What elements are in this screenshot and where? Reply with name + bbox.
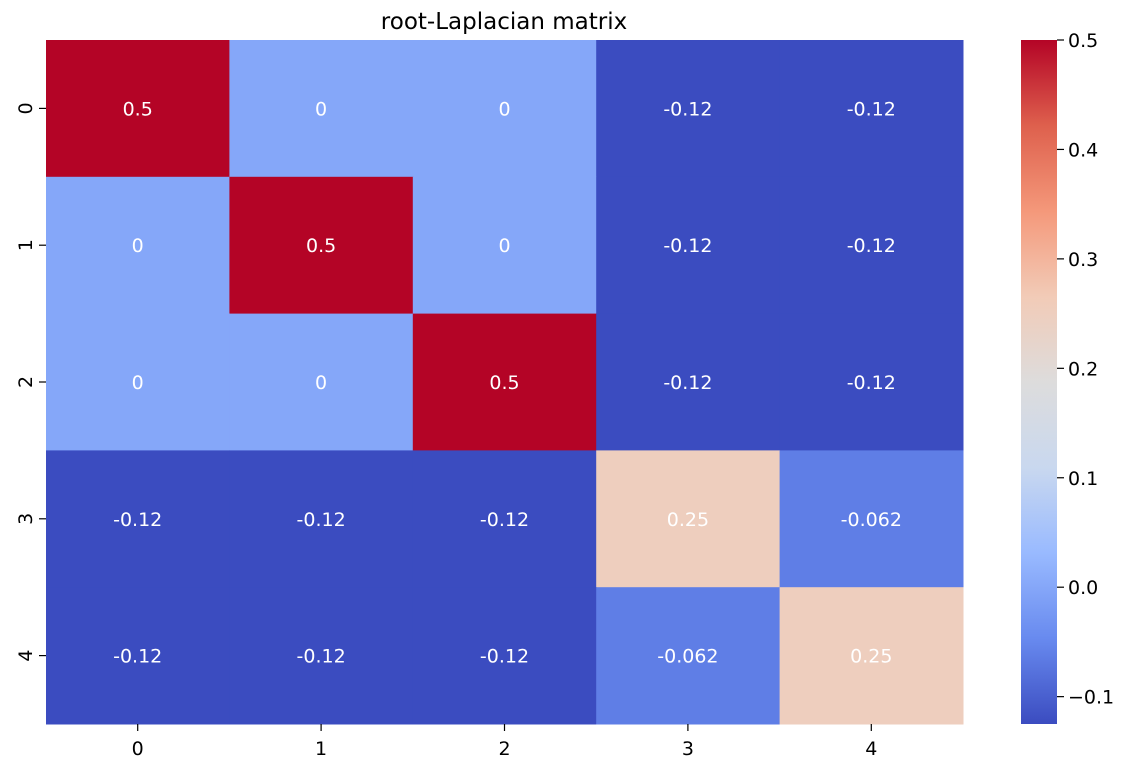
cell-annotation: -0.12 [480,509,529,531]
y-tick-label: 3 [15,513,37,525]
heatmap-cell [229,450,414,588]
heatmap-cell [596,176,781,315]
cell-annotation: -0.12 [663,235,712,257]
colorbar-gradient [1021,40,1057,724]
x-tick-label: 0 [132,738,144,760]
cell-annotation: -0.12 [113,646,162,668]
heatmap-cell [412,313,597,451]
heatmap-cell [412,40,597,178]
heatmap-cell [779,313,964,451]
heatmap-cell [412,450,597,588]
x-axis: 0 1 2 3 4 [132,724,877,760]
cell-annotation: 0.5 [306,235,336,257]
y-tick-label: 1 [15,239,37,251]
heatmap-cell [412,587,597,725]
y-tick-label: 2 [15,376,37,388]
heatmap-cell [229,40,414,178]
cell-annotation: 0 [498,235,510,257]
colorbar-tick-label: 0.0 [1068,577,1098,599]
cell-annotation: 0 [315,372,327,394]
colorbar-tick-label: 0.4 [1068,139,1098,161]
heatmap-cell [229,176,414,315]
heatmap-cell [229,587,414,725]
cell-annotation: 0.25 [667,509,709,531]
cell-annotation: -0.12 [847,98,896,120]
heatmap-cell [596,450,781,588]
x-tick-label: 3 [682,738,694,760]
colorbar-tick-label: 0.3 [1068,249,1098,271]
colorbar-tick-label: 0.5 [1068,30,1098,52]
cell-annotation: -0.12 [663,372,712,394]
cell-annotation: -0.12 [297,646,346,668]
cell-annotation: -0.062 [841,509,902,531]
heatmap-cell [46,587,230,725]
colorbar-tick-label: 0.1 [1068,468,1098,490]
cell-annotation: -0.12 [847,372,896,394]
x-tick-label: 4 [865,738,877,760]
heatmap-cell [779,40,964,178]
heatmap-cell [412,176,597,315]
cell-annotation: 0 [498,98,510,120]
cell-annotation: -0.062 [657,646,718,668]
cell-annotation: -0.12 [297,509,346,531]
cell-annotation: -0.12 [480,646,529,668]
heatmap-cell [779,450,964,588]
heatmap-cell [46,450,230,588]
heatmap-cell [46,176,230,315]
cell-annotation: 0 [315,98,327,120]
y-tick-label: 4 [15,650,37,662]
cell-annotations: 0.5 0 0 -0.12 -0.12 0 0.5 0 -0.12 -0.12 0 0 0.5 -0.12… [113,98,902,667]
heatmap-cell [596,587,781,725]
cell-annotation: 0 [132,372,144,394]
cell-annotation: -0.12 [113,509,162,531]
cell-annotation: -0.12 [847,235,896,257]
heatmap-cell [779,176,964,315]
colorbar-tick-label: 0.2 [1068,358,1098,380]
cell-annotation: 0.5 [489,372,519,394]
heatmap-cell [596,40,781,178]
heatmap-cell [229,313,414,451]
x-tick-label: 1 [315,738,327,760]
heatmap-cell [779,587,964,725]
cell-annotation: 0 [132,235,144,257]
chart-title: root-Laplacian matrix [381,9,627,35]
x-tick-label: 2 [498,738,510,760]
cell-annotation: 0.5 [123,98,153,120]
heatmap-cell [46,313,230,451]
heatmap-cell [596,313,781,451]
y-tick-label: 0 [15,102,37,114]
colorbar: −0.1 0.0 0.1 0.2 0.3 0.4 0.5 [1021,30,1114,724]
colorbar-tick-label: −0.1 [1068,687,1114,709]
cell-annotation: 0.25 [850,646,892,668]
heatmap-cells [46,40,964,725]
cell-annotation: -0.12 [663,98,712,120]
heatmap-cell [46,40,230,178]
y-axis: 0 1 2 3 4 [15,102,46,662]
